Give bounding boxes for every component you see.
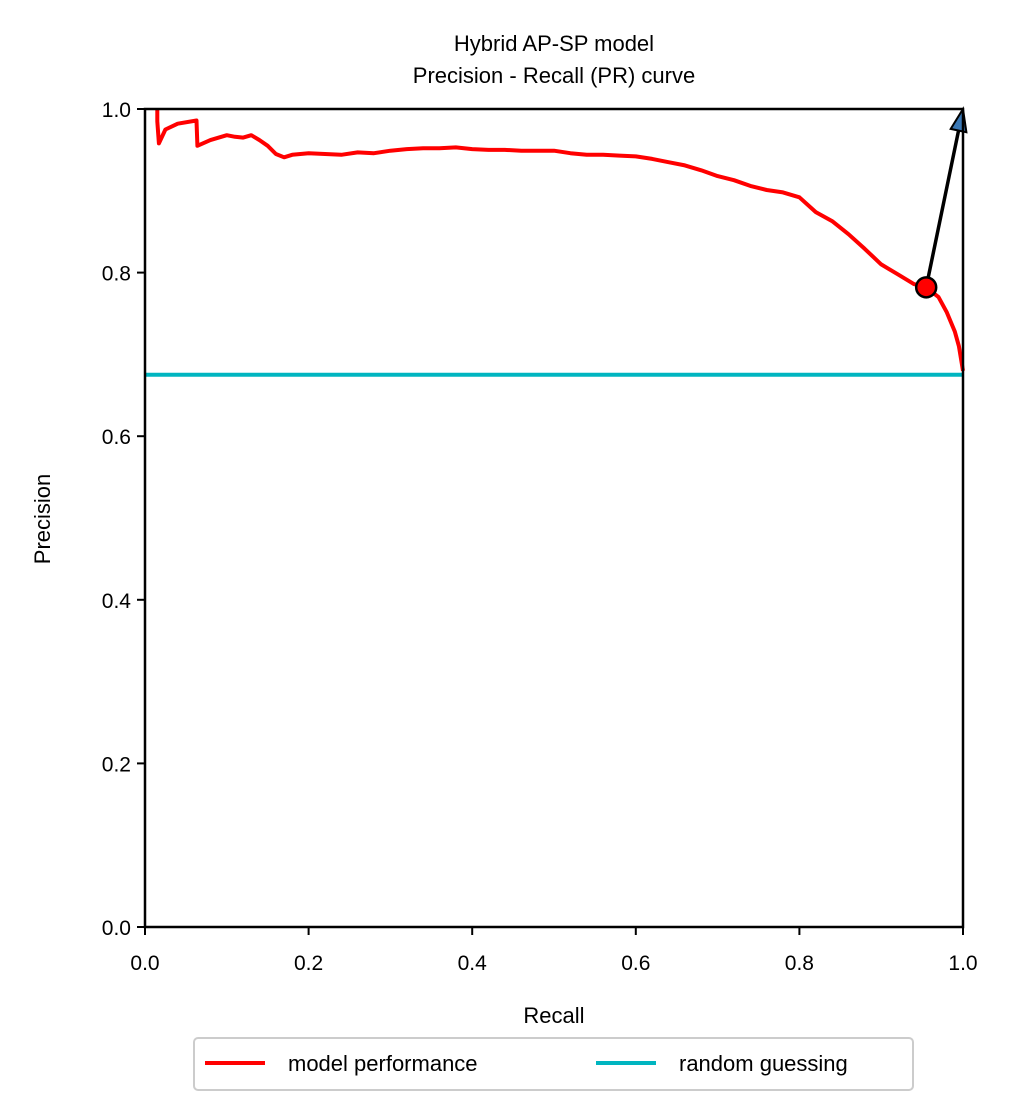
chart-subtitle: Precision - Recall (PR) curve [413,63,695,88]
legend-label-random-guessing: random guessing [679,1051,848,1076]
x-axis-label: Recall [523,1003,584,1028]
y-tick-label: 0.2 [102,753,131,776]
x-tick-label: 0.0 [130,952,159,975]
y-tick-label: 0.4 [102,590,132,613]
y-tick-label: 0.8 [102,263,131,286]
x-tick-label: 1.0 [948,952,977,975]
y-tick-label: 0.0 [102,917,131,940]
x-tick-label: 0.4 [458,952,488,975]
legend-frame [193,1037,914,1091]
plot-area: 0.0 0.2 0.4 0.6 0.8 1.0 0.0 0.2 0.4 0.6 0.8 1.0 [102,99,978,975]
x-tick-label: 0.6 [621,952,650,975]
chart-title: Hybrid AP-SP model [454,31,654,56]
y-axis-label: Precision [30,474,55,564]
annotation-arrow-shaft [924,130,961,288]
y-tick-label: 1.0 [102,99,131,122]
legend: model performance random guessing [193,1037,914,1091]
legend-label-model-performance: model performance [288,1051,478,1076]
axes-frame [143,107,965,929]
x-tick-label: 0.2 [294,952,323,975]
series-line-model-performance [155,109,965,372]
x-tick-label: 0.8 [785,952,814,975]
y-tick-label: 0.6 [102,426,131,449]
operating-point-marker [914,276,938,299]
